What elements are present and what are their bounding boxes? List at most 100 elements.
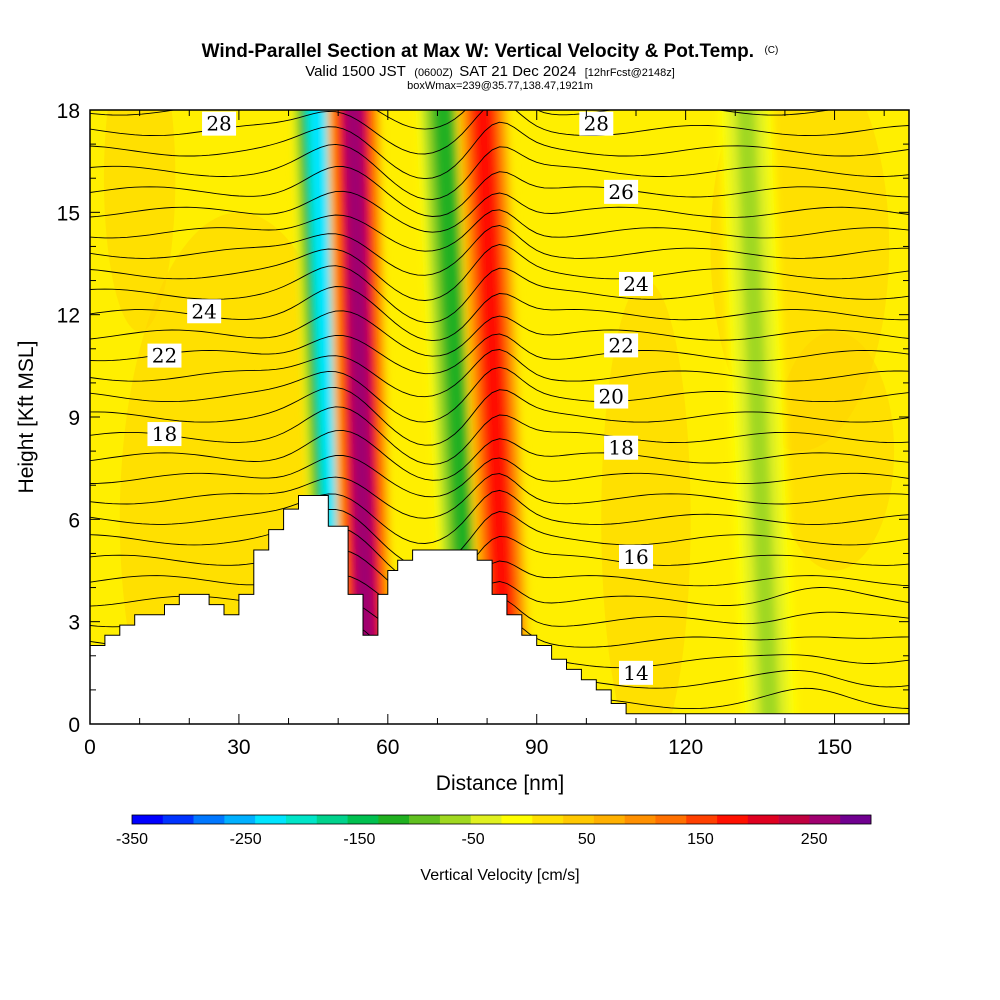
colorbar-swatch [717, 815, 749, 824]
contour-label-text: 24 [191, 299, 216, 323]
x-tick-label: 120 [668, 736, 703, 759]
colorbar-tick-label: -250 [230, 831, 262, 848]
theta-contour-line [90, 166, 909, 217]
colorbar-swatch [378, 815, 410, 824]
contour-label: 24 [187, 299, 222, 324]
contour-label-text: 22 [152, 344, 177, 368]
colorbar-swatch [470, 815, 502, 824]
colorbar-swatch [439, 815, 472, 824]
theta-contour-line [90, 349, 909, 398]
y-tick-label: 0 [68, 714, 80, 737]
terrain [90, 495, 909, 724]
box-info: boxWmax=239@35.77,138.47,1921m [407, 80, 593, 92]
velocity-band [736, 110, 780, 724]
theta-contour-line [90, 333, 909, 375]
colorbar-swatch [747, 815, 779, 824]
colorbar-swatch [624, 815, 656, 824]
y-axis-label: Height [Kft MSL] [15, 341, 38, 494]
shading-patch [103, 110, 176, 332]
x-tick-label: 0 [84, 736, 96, 759]
colorbar-swatch [285, 815, 318, 824]
contour-label: 18 [147, 422, 182, 447]
contour-label: 18 [604, 435, 639, 460]
theta-contour-line [90, 574, 909, 621]
theta-contour-line [90, 244, 909, 301]
theta-contour-line [90, 121, 909, 180]
contour-label: 24 [619, 271, 653, 296]
x-axis-label: Distance [nm] [436, 772, 564, 795]
x-tick-label: 150 [817, 736, 852, 759]
theta-contour-line [90, 310, 909, 357]
theta-contour-line [90, 406, 909, 465]
colorbar-tick-label: 50 [578, 831, 596, 848]
contour-label: 16 [619, 544, 653, 569]
colorbar-tick-label: 250 [801, 831, 828, 848]
y-tick-label: 9 [68, 407, 80, 430]
contour-label: 20 [594, 384, 629, 409]
contour-label-text: 28 [206, 112, 231, 136]
colorbar-frame [131, 814, 872, 825]
x-tick-label: 90 [525, 736, 548, 759]
colorbar-swatch [563, 815, 595, 824]
theta-contour-line [90, 110, 833, 130]
y-axis: 0 3 6 9 12 15 18 [57, 100, 909, 737]
colorbar-tick-label: -50 [462, 831, 485, 848]
contour-label-text: 22 [608, 333, 633, 357]
colorbar-label: Vertical Velocity [cm/s] [420, 867, 579, 884]
colorbar-tick-label: -350 [116, 831, 148, 848]
x-axis: 0 30 60 90 120 150 [84, 110, 885, 759]
contour-label: 14 [619, 660, 653, 685]
theta-contour-line [90, 225, 909, 276]
chart-title: Wind-Parallel Section at Max W: Vertical… [202, 41, 779, 62]
colorbar-swatch [593, 815, 625, 824]
theta-contour-line [90, 473, 909, 519]
velocity-band [344, 110, 378, 724]
theta-contour-line [90, 386, 909, 446]
colorbar-swatch [809, 815, 841, 824]
theta-contour-line [90, 549, 909, 605]
colorbar-tick-label: -150 [343, 831, 375, 848]
colorbar-swatch [532, 815, 564, 824]
theta-contour-line [90, 429, 909, 481]
contour-label-text: 24 [623, 272, 648, 296]
y-tick-label: 3 [68, 612, 80, 635]
colorbar-swatch [316, 815, 348, 824]
theta-contour-line [90, 527, 909, 589]
theta-contour-line [90, 209, 909, 252]
colorbar-swatch [255, 815, 287, 824]
contour-labels: 14 16 18 18 20 22 22 24 24 26 28 28 [147, 112, 653, 685]
x-tick-label: 60 [376, 736, 399, 759]
contour-label-text: 18 [608, 436, 633, 460]
contour-label-text: 28 [584, 112, 609, 136]
colorbar-swatch [501, 815, 533, 824]
contour-label: 28 [202, 112, 237, 136]
theta-contour-line [90, 286, 909, 342]
colorbar-swatch [778, 815, 810, 824]
contour-label: 22 [604, 333, 639, 358]
contour-label: 22 [147, 343, 182, 368]
colorbar-swatch [840, 815, 872, 824]
theta-contour-line [90, 265, 909, 323]
plot-area: 14 16 18 18 20 22 22 24 24 26 28 28 [90, 110, 909, 724]
theta-contour-line [90, 508, 909, 569]
contour-label: 28 [579, 112, 614, 136]
y-tick-label: 18 [57, 100, 80, 123]
colorbar-swatch [686, 815, 718, 824]
colorbar-swatch [132, 815, 164, 824]
chart-subtitle: Valid 1500 JST (0600Z) SAT 21 Dec 2024 [… [305, 63, 675, 80]
colorbar-swatch [162, 815, 194, 824]
x-tick-label: 30 [227, 736, 250, 759]
colorbar-tick-label: 150 [687, 831, 714, 848]
theta-contour-line [90, 190, 909, 233]
theta-contour-line [90, 489, 909, 544]
colorbar-swatch [655, 815, 687, 824]
contour-label-text: 14 [623, 661, 648, 685]
contour-label-text: 16 [623, 545, 648, 569]
colorbar: -350 -250 -150 -50 50 150 250 [116, 814, 872, 848]
contour-label-text: 20 [598, 385, 623, 409]
y-tick-label: 15 [57, 202, 80, 225]
colorbar-swatch [224, 815, 256, 824]
contour-label-text: 18 [152, 422, 177, 446]
contour-label: 26 [604, 179, 639, 204]
